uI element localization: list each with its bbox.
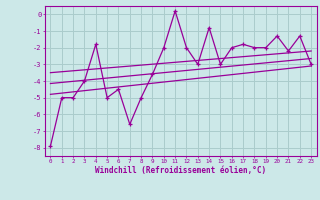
X-axis label: Windchill (Refroidissement éolien,°C): Windchill (Refroidissement éolien,°C) [95,166,266,175]
